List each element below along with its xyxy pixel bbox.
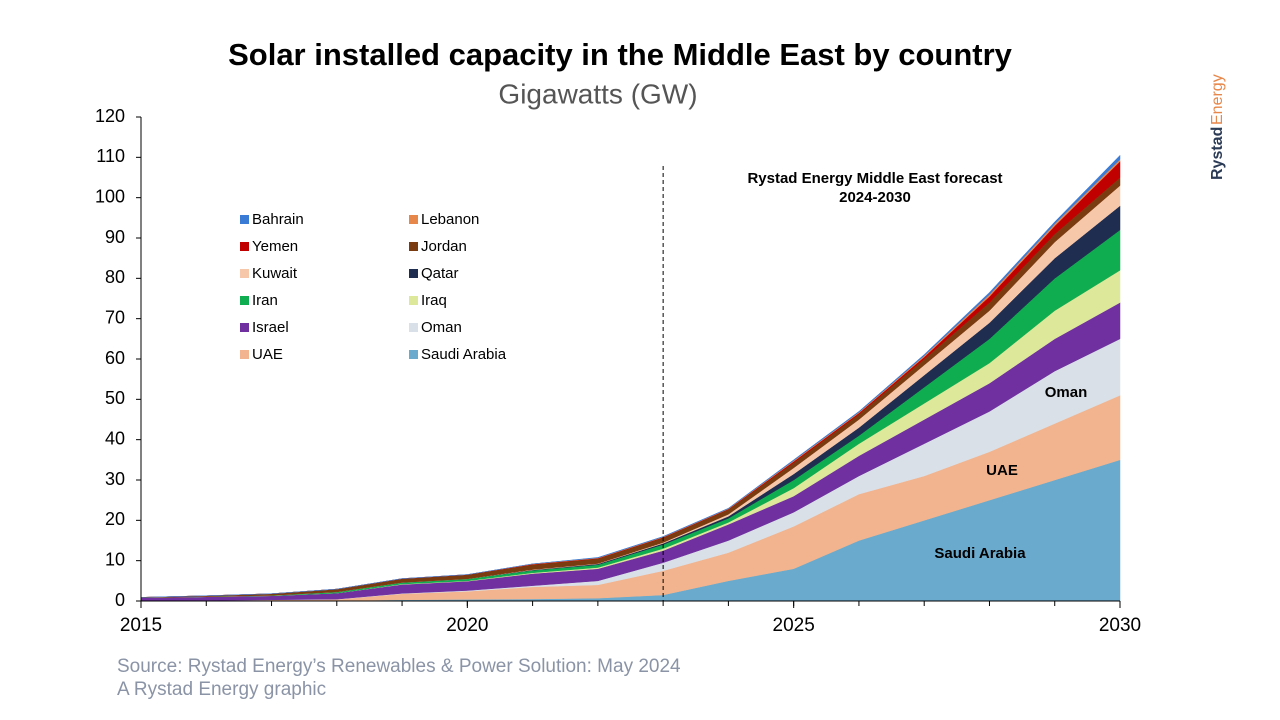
legend-swatch bbox=[409, 296, 418, 305]
y-tick-label: 120 bbox=[95, 106, 125, 126]
y-tick-label: 30 bbox=[105, 469, 125, 489]
legend-label: Israel bbox=[252, 319, 289, 336]
legend-swatch bbox=[240, 323, 249, 332]
y-tick-label: 40 bbox=[105, 428, 125, 448]
y-tick-label: 110 bbox=[96, 146, 125, 166]
chart-subtitle: Gigawatts (GW) bbox=[498, 78, 697, 109]
area bbox=[140, 154, 1121, 598]
y-tick-label: 10 bbox=[105, 549, 125, 569]
source: Source: Rystad Energy’s Renewables & Pow… bbox=[117, 656, 681, 677]
legend-swatch bbox=[240, 296, 249, 305]
x-tick-label: 2020 bbox=[446, 615, 488, 636]
legend-swatch bbox=[240, 215, 249, 224]
annotation: UAE bbox=[986, 462, 1018, 479]
legend-label: Yemen bbox=[252, 238, 298, 255]
credit: A Rystad Energy graphic bbox=[117, 679, 326, 700]
y-tick-label: 90 bbox=[105, 227, 125, 247]
legend-swatch bbox=[240, 269, 249, 278]
legend-swatch bbox=[409, 242, 418, 251]
legend-swatch bbox=[240, 350, 249, 359]
x-tick-label: 2015 bbox=[120, 615, 162, 636]
legend-label: Saudi Arabia bbox=[421, 346, 507, 363]
annotation: 2024-2030 bbox=[839, 189, 911, 206]
legend-label: UAE bbox=[252, 346, 283, 363]
legend-swatch bbox=[409, 215, 418, 224]
annotation: Oman bbox=[1045, 384, 1088, 401]
legend-label: Oman bbox=[421, 319, 462, 336]
y-tick-label: 0 bbox=[115, 590, 125, 610]
y-tick-label: 100 bbox=[95, 186, 125, 206]
legend-label: Jordan bbox=[421, 238, 467, 255]
x-tick-label: 2025 bbox=[773, 615, 815, 636]
legend-swatch bbox=[240, 242, 249, 251]
x-tick-label: 2030 bbox=[1099, 615, 1141, 636]
legend-label: Iraq bbox=[421, 292, 447, 309]
brand-part: Energy bbox=[1209, 74, 1226, 125]
legend-label: Qatar bbox=[421, 265, 459, 282]
annotation: Saudi Arabia bbox=[934, 545, 1026, 562]
legend-swatch bbox=[409, 350, 418, 359]
annotation: Rystad Energy Middle East forecast bbox=[747, 170, 1002, 187]
y-tick-label: 20 bbox=[105, 509, 125, 529]
y-tick-label: 50 bbox=[105, 388, 125, 408]
y-tick-label: 60 bbox=[105, 348, 125, 368]
brand-part: Rystad bbox=[1209, 127, 1226, 180]
legend-swatch bbox=[409, 269, 418, 278]
chart-title: Solar installed capacity in the Middle E… bbox=[228, 37, 1013, 72]
legend-label: Kuwait bbox=[252, 265, 298, 282]
y-tick-label: 80 bbox=[105, 267, 125, 287]
legend-swatch bbox=[409, 323, 418, 332]
y-tick-label: 70 bbox=[105, 307, 125, 327]
brand: Rystad Energy bbox=[1209, 74, 1226, 180]
legend-label: Lebanon bbox=[421, 211, 479, 228]
legend-label: Iran bbox=[252, 292, 278, 309]
legend-label: Bahrain bbox=[252, 211, 304, 228]
